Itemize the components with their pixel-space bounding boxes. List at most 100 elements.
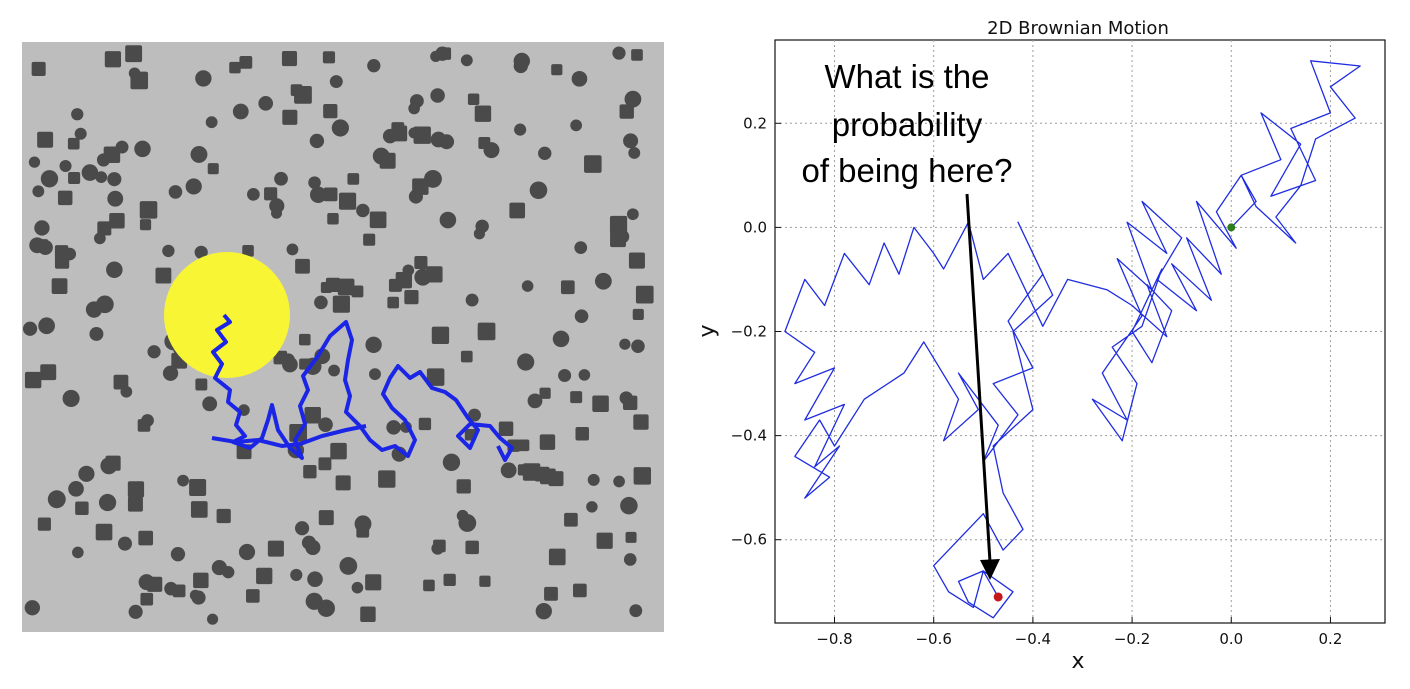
particle	[247, 188, 260, 201]
particle	[610, 231, 626, 248]
particle	[54, 245, 69, 259]
particle	[81, 164, 99, 181]
particle	[139, 201, 158, 219]
particle	[269, 198, 285, 214]
particle	[38, 317, 55, 335]
particle	[351, 285, 364, 298]
particle-path-segment	[211, 424, 367, 449]
particle	[193, 572, 209, 589]
particle	[109, 212, 125, 229]
particle	[37, 131, 54, 148]
particle	[338, 192, 357, 210]
particle	[467, 93, 480, 105]
particle	[360, 606, 376, 623]
particle	[529, 181, 548, 200]
particle	[170, 547, 186, 562]
particle	[479, 575, 491, 587]
particle	[331, 119, 349, 137]
particle	[57, 190, 73, 206]
particle	[138, 530, 154, 546]
particle	[612, 46, 626, 60]
particle	[514, 123, 527, 136]
particle	[74, 127, 87, 140]
particle	[624, 90, 642, 108]
particle	[586, 501, 598, 513]
particle	[402, 264, 415, 277]
particle	[442, 453, 461, 472]
particle	[475, 219, 489, 234]
particle	[517, 353, 535, 371]
particle	[633, 414, 649, 430]
particle	[323, 103, 338, 119]
particle	[308, 176, 321, 189]
y-tick-label: 0.2	[743, 114, 767, 132]
particle	[539, 387, 551, 399]
particle	[574, 241, 588, 255]
particle	[168, 185, 183, 199]
particle	[22, 321, 38, 336]
particle	[539, 468, 556, 485]
particle	[594, 272, 612, 290]
particle	[369, 211, 387, 229]
particle	[120, 385, 133, 398]
particle	[474, 105, 492, 122]
particle	[517, 439, 530, 452]
particle	[369, 368, 381, 381]
particle	[258, 96, 274, 111]
particle	[351, 581, 364, 594]
particle	[59, 159, 72, 173]
series-layer	[784, 60, 1361, 619]
points-layer	[993, 223, 1236, 602]
particle	[468, 408, 481, 422]
particle	[281, 51, 298, 67]
particle	[323, 187, 338, 202]
particle	[105, 455, 121, 471]
particle	[365, 336, 382, 353]
particle	[430, 131, 447, 148]
particle	[517, 464, 530, 476]
x-tick-label: 0.0	[1219, 630, 1243, 648]
particle	[423, 579, 435, 592]
particle	[456, 509, 469, 522]
particle	[564, 512, 578, 527]
particle	[190, 501, 208, 518]
particle	[264, 187, 278, 201]
particle	[139, 219, 152, 231]
particle	[273, 350, 288, 365]
particle	[147, 345, 161, 359]
particle	[356, 203, 370, 218]
particle	[36, 239, 49, 252]
particle	[378, 470, 396, 488]
particle	[24, 371, 42, 389]
particle	[328, 364, 340, 377]
particle	[631, 339, 645, 354]
particle	[134, 140, 151, 158]
particle	[465, 293, 479, 307]
particle	[207, 613, 219, 625]
particle	[97, 221, 112, 236]
particle	[202, 396, 218, 412]
particle	[584, 155, 602, 173]
x-tick-label: −0.2	[1114, 630, 1150, 648]
particle	[460, 350, 473, 363]
particle	[177, 474, 189, 487]
particle	[94, 232, 106, 245]
annotation-arrow-shaft	[965, 193, 992, 563]
particle	[309, 133, 325, 149]
target-circle	[164, 252, 290, 378]
particle	[363, 233, 376, 246]
particle	[335, 475, 351, 491]
particle	[558, 368, 572, 383]
particle	[418, 417, 432, 431]
particle	[34, 220, 50, 236]
particle	[40, 170, 59, 188]
particle	[128, 604, 143, 619]
particle	[521, 280, 534, 292]
particle	[40, 364, 57, 381]
particle	[205, 116, 218, 129]
particle	[632, 308, 644, 320]
particle	[596, 532, 613, 549]
particle	[164, 581, 178, 596]
particle	[379, 152, 396, 169]
annotation-arrow-head	[980, 559, 1000, 580]
